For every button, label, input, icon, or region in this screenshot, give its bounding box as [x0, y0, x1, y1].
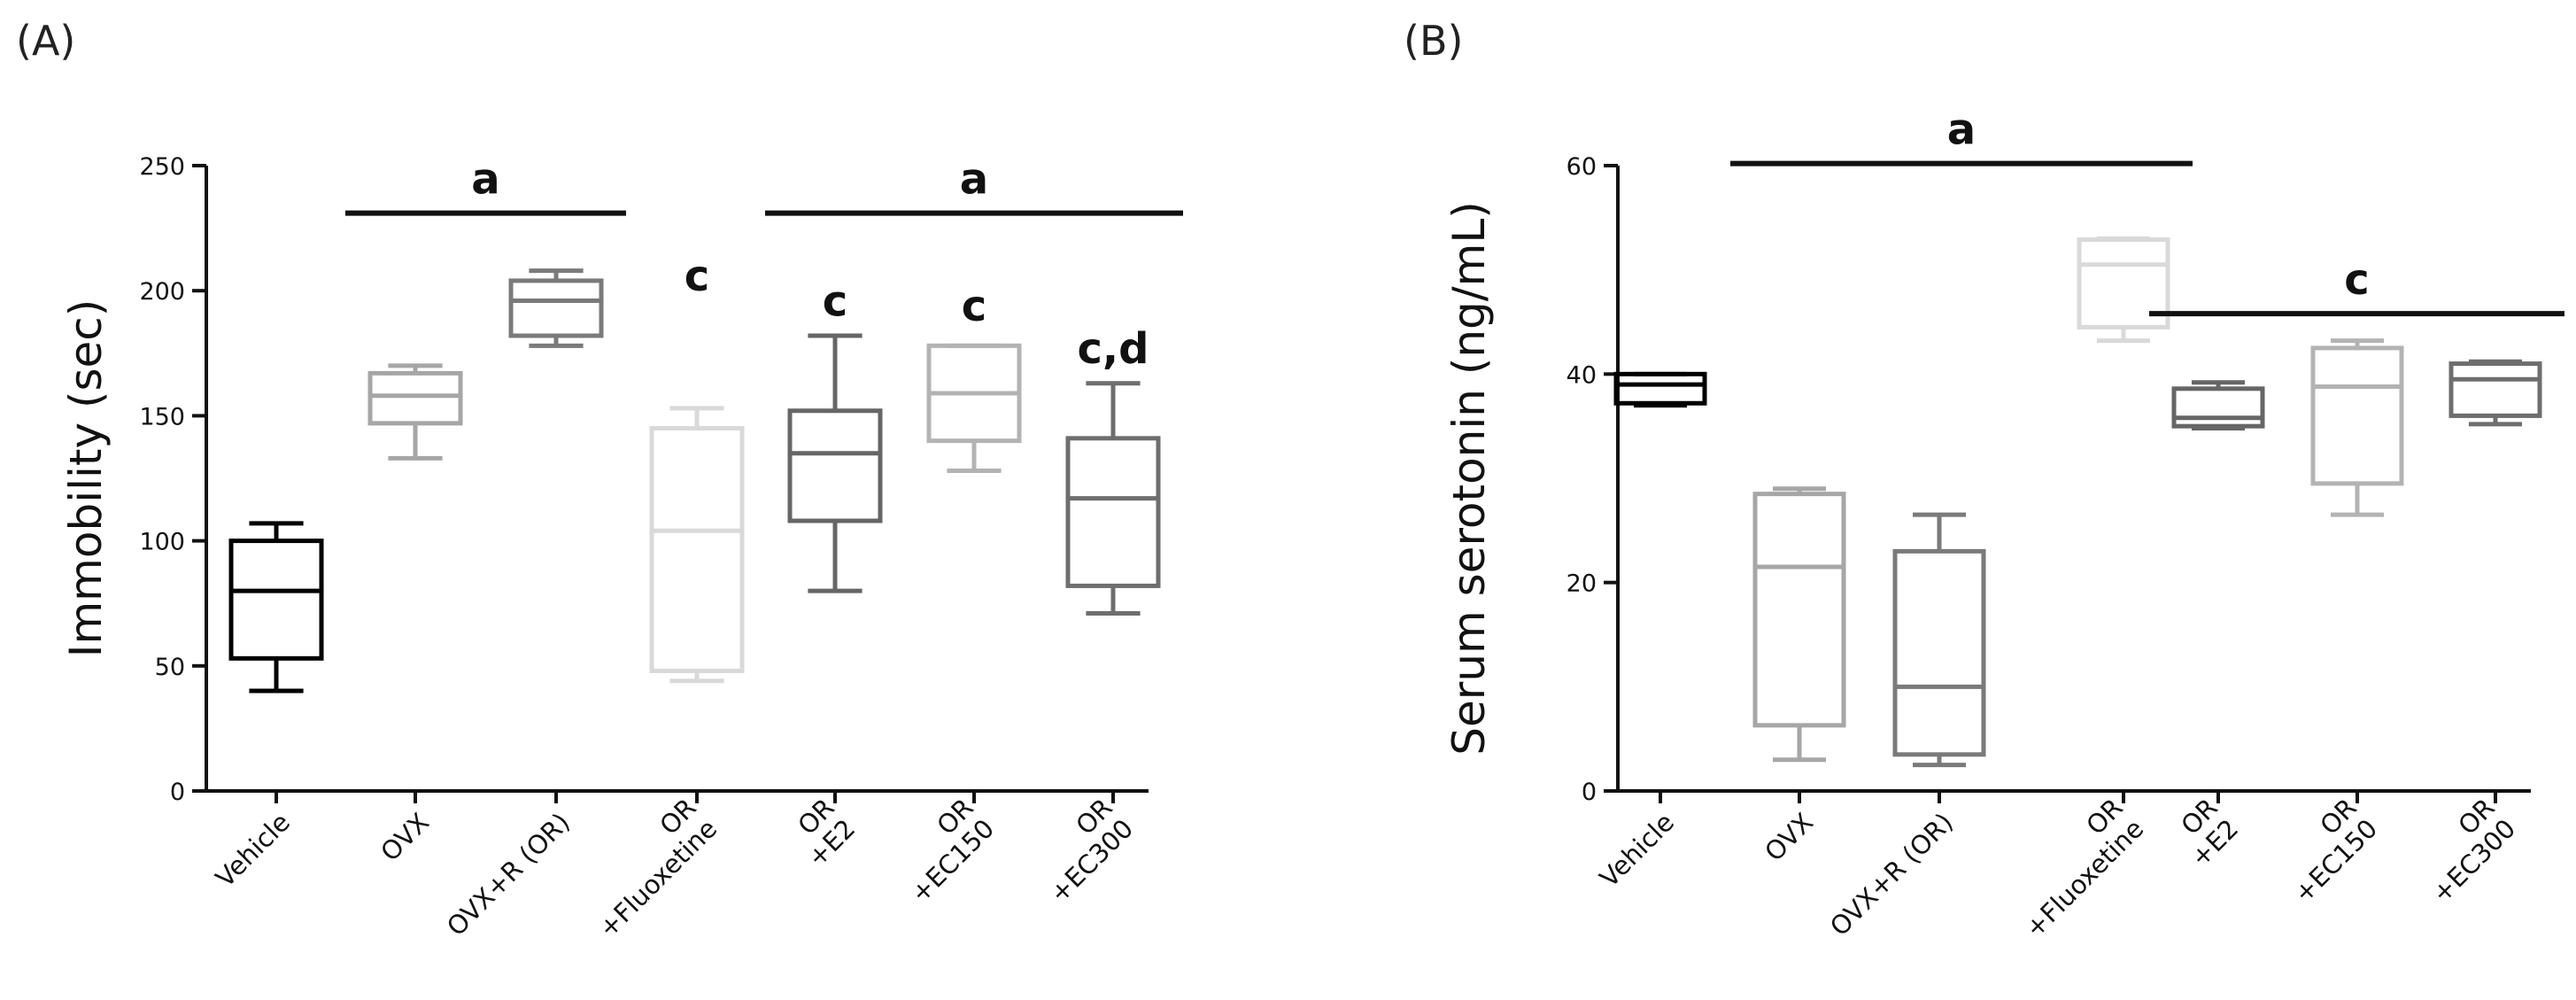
y-tick-label-a: 150: [139, 403, 185, 430]
group-letter-a: c: [823, 276, 847, 326]
panel-label-b: (B): [1404, 17, 1463, 65]
significance-label-b: a: [1947, 105, 1976, 155]
x-tick-label-a: Vehicle: [210, 807, 296, 893]
box-a-1: [367, 363, 463, 461]
x-tick-label-line: +Fluoxetine: [592, 813, 723, 943]
y-tick-label-b: 20: [1566, 570, 1597, 598]
box-iqr: [367, 370, 463, 426]
x-tick-label-line: Vehicle: [1594, 807, 1680, 893]
x-tick-label-line: Vehicle: [210, 807, 296, 893]
significance-label-a: a: [471, 155, 499, 205]
box-b-0: [1613, 371, 1707, 408]
box-a-3: [649, 406, 745, 684]
box-iqr: [1892, 548, 1986, 757]
panel-a-chart: (A) Immobility (sec) 0 50 100 150 200 250 Vehicl…: [16, 17, 1183, 943]
y-axis-label-a: Immobility (sec): [60, 299, 112, 658]
box-iqr: [1065, 436, 1161, 588]
box-a-2: [508, 268, 604, 348]
box-b-3: [2077, 236, 2170, 344]
box-b-6: [2448, 359, 2542, 427]
x-tick-label-a: OR+E2: [780, 793, 861, 873]
y-tick-label-a: 50: [155, 654, 185, 681]
significance-label-b: c: [2344, 255, 2369, 305]
box-iqr: [2077, 237, 2170, 329]
x-tick-label-a: OR+EC150: [884, 793, 1000, 909]
y-tick-label-b: 0: [1582, 779, 1597, 806]
x-tick-label-a: OVX+R (OR): [441, 807, 576, 942]
group-letter-a: c: [962, 282, 986, 331]
box-iqr: [2310, 345, 2404, 486]
x-tick-label-a: OR+Fluoxetine: [572, 793, 723, 944]
box-a-0: [228, 521, 324, 694]
x-tick-label-b: OR+Fluoxetine: [1999, 793, 2150, 944]
y-axis-label-b: Serum serotonin (ng/mL): [1443, 201, 1495, 755]
y-tick-label-a: 200: [139, 278, 185, 306]
y-tick-label-a: 0: [170, 779, 185, 806]
box-iqr: [2448, 361, 2542, 418]
box-iqr: [228, 539, 324, 661]
box-a-4: [787, 333, 883, 593]
box-b-2: [1892, 512, 1986, 768]
y-tick-label-b: 40: [1566, 361, 1597, 389]
box-a-5: [926, 343, 1022, 474]
box-iqr: [508, 278, 604, 338]
x-tick-label-line: OVX: [375, 807, 435, 867]
box-b-5: [2310, 338, 2404, 517]
y-tick-label-a: 100: [139, 529, 185, 556]
x-tick-label-a: OR+EC300: [1023, 793, 1139, 909]
significance-label-a: a: [960, 155, 988, 205]
x-tick-label-b: OVX+R (OR): [1824, 807, 1959, 942]
y-tick-label-b: 60: [1566, 153, 1597, 181]
group-letter-a: c: [685, 252, 709, 301]
box-b-4: [2171, 380, 2265, 431]
x-tick-label-line: +Fluoxetine: [2019, 813, 2149, 943]
x-tick-label-b: OR+E2: [2163, 793, 2244, 873]
x-tick-label-a: OVX: [375, 807, 435, 867]
box-iqr: [649, 426, 745, 673]
x-tick-label-b: OR+EC300: [2405, 793, 2521, 909]
x-tick-label-b: OR+EC150: [2267, 793, 2383, 909]
box-iqr: [1613, 371, 1707, 406]
group-letter-a: c,d: [1077, 324, 1149, 374]
y-tick-label-a: 250: [139, 153, 185, 181]
panel-b-chart: (B) Serum serotonin (ng/mL) 0 20 40 60 Vehicle…: [1404, 17, 2564, 943]
x-tick-label-b: Vehicle: [1594, 807, 1680, 893]
x-tick-label-line: OVX+R (OR): [441, 807, 576, 942]
box-b-1: [1752, 486, 1846, 763]
box-a-6: [1065, 381, 1161, 616]
box-iqr: [1752, 492, 1846, 728]
x-tick-label-line: OVX+R (OR): [1824, 807, 1959, 942]
box-iqr: [787, 408, 883, 523]
box-iqr: [2171, 386, 2265, 429]
x-tick-label-b: OVX: [1759, 807, 1819, 867]
panel-label-a: (A): [16, 17, 75, 65]
x-tick-label-line: OVX: [1759, 807, 1819, 867]
